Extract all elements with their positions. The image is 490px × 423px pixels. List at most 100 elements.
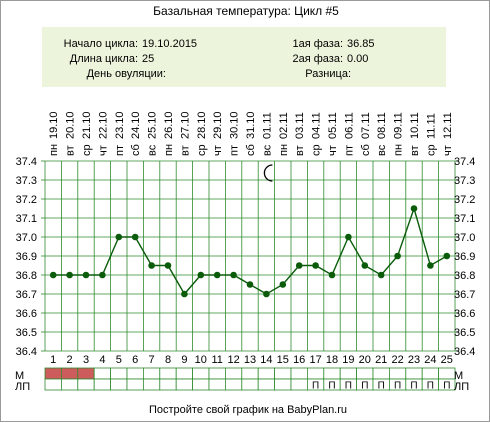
lp-row-label-right: ЛП (454, 381, 469, 393)
temperature-point (328, 271, 336, 279)
y-tick-label-left: 37.0 (16, 232, 37, 244)
menstruation-cell (142, 367, 161, 380)
cycle-start-label: Начало цикла: (64, 38, 138, 50)
lp-cell (438, 378, 456, 391)
menstruation-cell (93, 367, 111, 380)
y-tick-label-right: 37.4 (454, 156, 475, 168)
temperature-point (131, 233, 139, 241)
day-number: 9 (181, 354, 187, 366)
temperature-point (279, 281, 287, 288)
y-tick-label-right: 36.7 (454, 289, 475, 301)
lp-cell (175, 378, 193, 391)
weekday-label: сб (130, 144, 142, 156)
date-label: 01.11 (261, 112, 273, 139)
day-number: 6 (132, 354, 138, 366)
y-tick-label-right: 37.0 (454, 232, 475, 244)
date-label: 24.10 (130, 111, 142, 139)
lp-cell (257, 378, 276, 391)
menstruation-cell (77, 367, 95, 380)
menstruation-cell (356, 367, 374, 380)
weekday-label: вс (376, 144, 388, 156)
temperature-point (148, 262, 155, 269)
weekday-label: чт (97, 145, 109, 156)
weekday-label: сб (360, 144, 372, 156)
temperature-point (66, 271, 73, 279)
temperature-point (263, 290, 270, 298)
temperature-point (312, 262, 319, 269)
temperature-point (410, 205, 418, 212)
y-tick-label-right: 37.3 (454, 175, 475, 187)
date-label: 10.11 (409, 112, 421, 139)
temperature-point (213, 271, 221, 279)
weekday-label: вс (147, 144, 159, 156)
date-label: 28.10 (196, 111, 208, 139)
lp-cell (274, 378, 292, 391)
y-tick-label-right: 36.9 (454, 251, 475, 263)
weekday-label: чт (327, 145, 339, 156)
menstruation-cell (438, 367, 456, 380)
date-label: 05.11 (327, 112, 339, 139)
day-number: 15 (277, 354, 289, 366)
date-label: 30.10 (229, 111, 241, 139)
day-number: 22 (391, 354, 403, 366)
y-tick-label-left: 36.8 (16, 270, 37, 282)
temperature-point (377, 271, 385, 279)
day-number: 25 (441, 354, 453, 366)
menstruation-cell (61, 367, 79, 380)
menstruation-cell (323, 367, 341, 380)
lp-cell (44, 378, 62, 391)
temperature-point (164, 262, 172, 269)
temperature-point (181, 290, 188, 298)
date-label: 07.11 (360, 112, 372, 139)
day-number: 18 (326, 354, 338, 366)
lp-row-label-left: ЛП (15, 381, 30, 393)
lp-mark: П (443, 381, 450, 392)
y-tick-labels: 37.4 37.4 37.3 37.3 37.2 37.2 37.1 37.1 37.0 37.0… (16, 156, 476, 358)
weekday-label: чт (212, 145, 224, 156)
menstruation-cell (290, 367, 308, 380)
menstruation-cell (44, 367, 62, 380)
day-number: 10 (195, 354, 207, 366)
phase2-value: 0.00 (347, 53, 368, 65)
y-tick-label-left: 37.1 (16, 213, 37, 225)
day-number: 19 (342, 354, 354, 366)
y-tick-label-left: 36.5 (16, 327, 37, 339)
menstruation-row-label-left: М (15, 370, 24, 382)
menstruation-cell (126, 367, 144, 380)
temperature-point (99, 271, 106, 279)
date-label: 03.11 (294, 112, 306, 139)
date-label: 11.11 (425, 113, 437, 139)
day-number: 7 (149, 354, 155, 366)
weekday-label: пн (278, 144, 290, 156)
menstruation-row-label-right: М (454, 370, 463, 382)
footer-link[interactable]: Постройте свой график на BabyPlan.ru (149, 404, 347, 416)
temperature-series (49, 205, 451, 298)
y-tick-label-left: 36.9 (16, 251, 37, 263)
info-panel (42, 27, 446, 87)
day-number: 20 (359, 354, 371, 366)
y-tick-label-right: 36.8 (454, 270, 475, 282)
lp-cell (290, 378, 308, 391)
date-label: 22.10 (97, 111, 109, 139)
lp-cell (142, 378, 161, 391)
day-number: 16 (293, 354, 305, 366)
weekday-label: пт (343, 145, 355, 156)
menstruation-cell (241, 367, 259, 380)
day-number: 4 (99, 354, 105, 366)
cycle-start-value: 19.10.2015 (142, 38, 197, 50)
y-tick-label-right: 37.1 (454, 213, 475, 225)
phase1-label: 1ая фаза: (292, 38, 343, 50)
menstruation-cell (175, 367, 193, 380)
weekday-label: вт (294, 145, 306, 156)
y-tick-label-right: 36.6 (454, 308, 475, 320)
temperature-point (443, 252, 451, 260)
day-number: 8 (165, 354, 171, 366)
day-number: 12 (227, 354, 239, 366)
temperature-point (246, 281, 254, 288)
date-label: 04.11 (311, 112, 323, 139)
y-tick-label-left: 37.2 (16, 194, 37, 206)
moon-marker (263, 164, 273, 182)
ovulation-day-label: День овуляции: (87, 68, 166, 80)
date-label: 31.10 (245, 111, 257, 139)
y-tick-label-left: 36.7 (16, 289, 37, 301)
